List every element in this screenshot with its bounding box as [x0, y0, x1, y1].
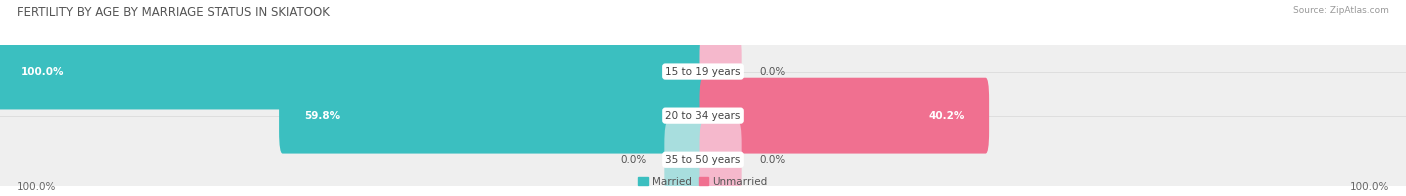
Text: 20 to 34 years: 20 to 34 years — [665, 111, 741, 121]
FancyBboxPatch shape — [278, 78, 707, 154]
FancyBboxPatch shape — [700, 34, 742, 109]
Text: 40.2%: 40.2% — [928, 111, 965, 121]
Text: 15 to 19 years: 15 to 19 years — [665, 66, 741, 77]
FancyBboxPatch shape — [700, 122, 742, 196]
Text: 100.0%: 100.0% — [21, 66, 65, 77]
Text: 35 to 50 years: 35 to 50 years — [665, 155, 741, 165]
Text: 0.0%: 0.0% — [759, 155, 786, 165]
FancyBboxPatch shape — [0, 116, 1406, 196]
FancyBboxPatch shape — [0, 73, 1406, 159]
Legend: Married, Unmarried: Married, Unmarried — [634, 172, 772, 191]
Text: FERTILITY BY AGE BY MARRIAGE STATUS IN SKIATOOK: FERTILITY BY AGE BY MARRIAGE STATUS IN S… — [17, 6, 330, 19]
Text: 100.0%: 100.0% — [1350, 182, 1389, 192]
FancyBboxPatch shape — [700, 78, 990, 154]
Text: 59.8%: 59.8% — [304, 111, 340, 121]
Text: 0.0%: 0.0% — [620, 155, 647, 165]
Text: 100.0%: 100.0% — [17, 182, 56, 192]
FancyBboxPatch shape — [0, 28, 1406, 115]
FancyBboxPatch shape — [665, 122, 707, 196]
Text: 0.0%: 0.0% — [759, 66, 786, 77]
FancyBboxPatch shape — [0, 34, 707, 109]
Text: Source: ZipAtlas.com: Source: ZipAtlas.com — [1294, 6, 1389, 15]
